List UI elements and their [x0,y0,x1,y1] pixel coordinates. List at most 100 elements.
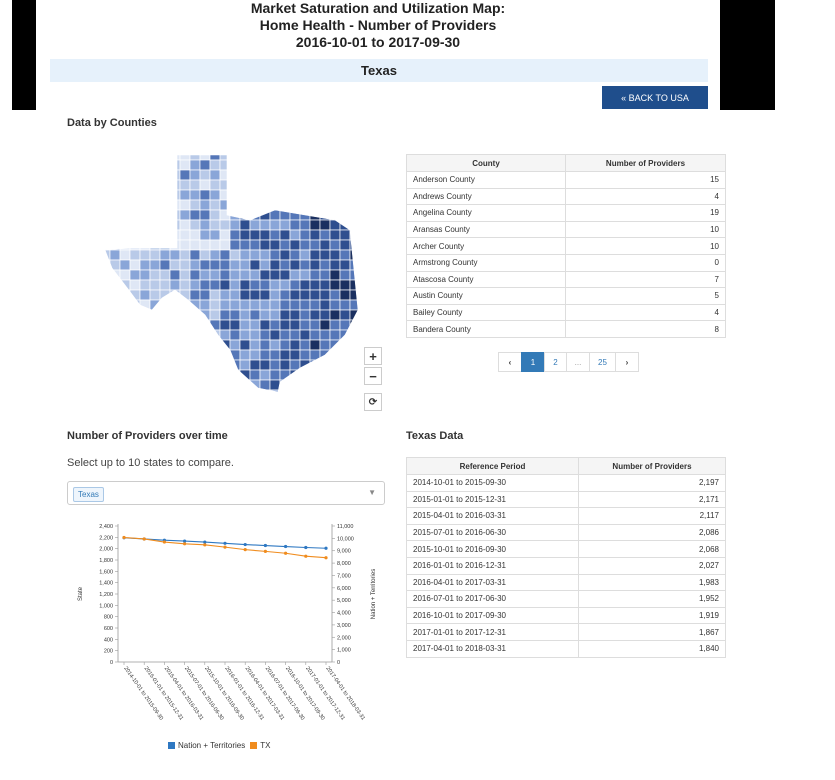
county-shape[interactable] [259,219,271,231]
county-shape[interactable] [319,169,331,181]
county-shape[interactable] [209,229,221,241]
county-shape[interactable] [149,239,161,251]
county-shape[interactable] [329,279,341,291]
state-select[interactable]: Texas ▼ [67,481,385,505]
county-shape[interactable] [349,289,360,301]
county-shape[interactable] [329,189,341,201]
county-shape[interactable] [339,349,351,361]
series-point-tx[interactable] [203,543,207,547]
county-shape[interactable] [119,150,131,161]
county-shape[interactable] [179,299,191,311]
county-shape[interactable] [339,239,351,251]
county-shape[interactable] [159,159,171,171]
county-shape[interactable] [299,369,311,381]
county-shape[interactable] [189,259,201,271]
county-shape[interactable] [159,389,171,395]
county-shape[interactable] [100,309,111,321]
county-shape[interactable] [319,150,331,161]
county-shape[interactable] [109,189,121,201]
county-shape[interactable] [249,229,261,241]
county-shape[interactable] [189,279,201,291]
county-shape[interactable] [219,259,231,271]
county-shape[interactable] [279,279,291,291]
county-shape[interactable] [339,150,351,161]
county-shape[interactable] [129,150,141,161]
county-shape[interactable] [249,299,261,311]
county-shape[interactable] [179,199,191,211]
county-shape[interactable] [259,309,271,321]
county-shape[interactable] [169,169,181,181]
county-shape[interactable] [129,169,141,181]
county-shape[interactable] [299,299,311,311]
county-shape[interactable] [109,329,121,341]
county-shape[interactable] [189,199,201,211]
county-shape[interactable] [349,339,360,351]
county-shape[interactable] [309,249,321,261]
county-shape[interactable] [209,379,221,391]
county-shape[interactable] [239,339,251,351]
county-shape[interactable] [179,159,191,171]
county-shape[interactable] [209,179,221,191]
page-1-button[interactable]: 1 [521,352,545,372]
county-shape[interactable] [199,299,211,311]
county-shape[interactable] [299,259,311,271]
county-shape[interactable] [229,199,241,211]
county-shape[interactable] [319,359,331,371]
county-shape[interactable] [239,150,251,161]
county-shape[interactable] [349,159,360,171]
county-shape[interactable] [229,289,241,301]
county-shape[interactable] [169,289,181,301]
county-shape[interactable] [279,389,291,395]
county-shape[interactable] [289,339,301,351]
county-shape[interactable] [179,379,191,391]
county-shape[interactable] [109,389,121,395]
county-shape[interactable] [349,219,360,231]
county-shape[interactable] [149,269,161,281]
county-shape[interactable] [219,219,231,231]
county-shape[interactable] [239,209,251,221]
county-shape[interactable] [279,319,291,331]
county-shape[interactable] [119,169,131,181]
county-shape[interactable] [239,189,251,201]
county-shape[interactable] [229,259,241,271]
county-shape[interactable] [329,289,341,301]
county-shape[interactable] [189,249,201,261]
county-shape[interactable] [239,349,251,361]
county-shape[interactable] [159,199,171,211]
county-shape[interactable] [329,329,341,341]
county-shape[interactable] [169,239,181,251]
county-shape[interactable] [219,349,231,361]
county-shape[interactable] [289,189,301,201]
county-shape[interactable] [309,379,321,391]
county-shape[interactable] [119,259,131,271]
county-shape[interactable] [139,269,151,281]
county-shape[interactable] [239,249,251,261]
county-shape[interactable] [129,369,141,381]
county-shape[interactable] [319,159,331,171]
county-shape[interactable] [219,159,231,171]
county-shape[interactable] [189,189,201,201]
county-shape[interactable] [139,249,151,261]
county-shape[interactable] [209,169,221,181]
county-shape[interactable] [119,299,131,311]
county-shape[interactable] [100,349,111,361]
county-shape[interactable] [179,239,191,251]
county-shape[interactable] [329,229,341,241]
county-shape[interactable] [209,249,221,261]
county-shape[interactable] [309,229,321,241]
county-shape[interactable] [299,169,311,181]
county-shape[interactable] [179,329,191,341]
county-shape[interactable] [229,150,241,161]
county-shape[interactable] [269,219,281,231]
series-point-nation[interactable] [203,540,207,544]
county-shape[interactable] [100,169,111,181]
county-shape[interactable] [149,169,161,181]
county-shape[interactable] [349,349,360,361]
county-shape[interactable] [319,249,331,261]
county-shape[interactable] [119,329,131,341]
county-shape[interactable] [219,369,231,381]
series-point-tx[interactable] [243,548,247,552]
county-shape[interactable] [100,150,111,161]
county-shape[interactable] [299,279,311,291]
county-shape[interactable] [249,179,261,191]
